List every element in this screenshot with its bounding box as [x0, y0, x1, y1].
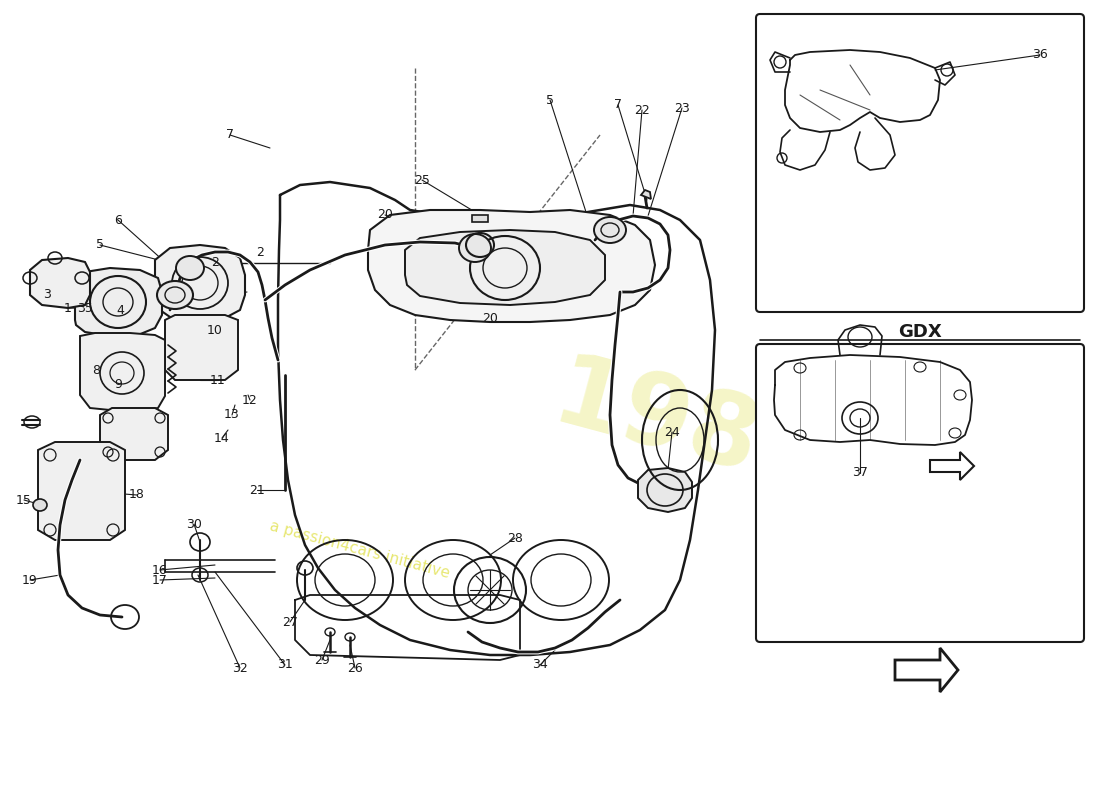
Ellipse shape [459, 234, 491, 262]
Text: 13: 13 [224, 409, 240, 422]
FancyBboxPatch shape [756, 344, 1084, 642]
Text: 6: 6 [114, 214, 122, 226]
Text: 1985: 1985 [543, 347, 837, 513]
Text: 8: 8 [92, 363, 100, 377]
Ellipse shape [176, 256, 204, 280]
Text: 27: 27 [282, 615, 298, 629]
Text: 3: 3 [43, 289, 51, 302]
Polygon shape [100, 408, 168, 460]
Text: 18: 18 [129, 489, 145, 502]
Text: 35: 35 [77, 302, 92, 314]
Text: 2: 2 [256, 246, 264, 258]
Text: 19: 19 [22, 574, 37, 586]
Text: 26: 26 [348, 662, 363, 674]
Text: 37: 37 [852, 466, 868, 479]
FancyBboxPatch shape [756, 14, 1084, 312]
Text: 16: 16 [152, 563, 168, 577]
Text: 20: 20 [482, 311, 498, 325]
Text: 17: 17 [152, 574, 168, 586]
Text: 34: 34 [532, 658, 548, 671]
Polygon shape [638, 468, 692, 512]
Text: 7: 7 [226, 129, 234, 142]
Polygon shape [75, 268, 162, 336]
Polygon shape [472, 215, 488, 222]
Text: 12: 12 [242, 394, 257, 406]
Text: 21: 21 [249, 483, 265, 497]
Text: 20: 20 [377, 209, 393, 222]
Text: 5: 5 [546, 94, 554, 106]
Polygon shape [405, 230, 605, 305]
Text: 36: 36 [1032, 49, 1048, 62]
Polygon shape [641, 190, 651, 199]
Text: 10: 10 [207, 323, 223, 337]
Polygon shape [80, 333, 165, 412]
Text: 11: 11 [210, 374, 225, 386]
Text: 15: 15 [16, 494, 32, 506]
Text: 24: 24 [664, 426, 680, 438]
Text: 30: 30 [186, 518, 202, 530]
Text: 5: 5 [96, 238, 104, 251]
Ellipse shape [470, 236, 540, 300]
Text: 29: 29 [315, 654, 330, 666]
Ellipse shape [33, 499, 47, 511]
Polygon shape [368, 210, 654, 322]
Text: 2: 2 [211, 257, 219, 270]
Text: 1: 1 [64, 302, 72, 314]
Text: 31: 31 [277, 658, 293, 671]
Text: ⊛: ⊛ [800, 118, 939, 282]
Text: 23: 23 [674, 102, 690, 114]
Text: 7: 7 [614, 98, 622, 111]
Text: 9: 9 [114, 378, 122, 391]
Text: 4: 4 [117, 303, 124, 317]
Ellipse shape [594, 217, 626, 243]
Text: a passion4cars initiative: a passion4cars initiative [268, 518, 452, 582]
Text: 28: 28 [507, 531, 522, 545]
Text: GDX: GDX [898, 323, 942, 341]
Polygon shape [155, 245, 245, 320]
Polygon shape [30, 258, 90, 308]
Text: 22: 22 [634, 103, 650, 117]
Polygon shape [39, 442, 125, 540]
Text: 32: 32 [232, 662, 248, 674]
Text: 25: 25 [414, 174, 430, 186]
Polygon shape [165, 315, 238, 380]
Text: 14: 14 [214, 431, 230, 445]
Ellipse shape [157, 281, 192, 309]
